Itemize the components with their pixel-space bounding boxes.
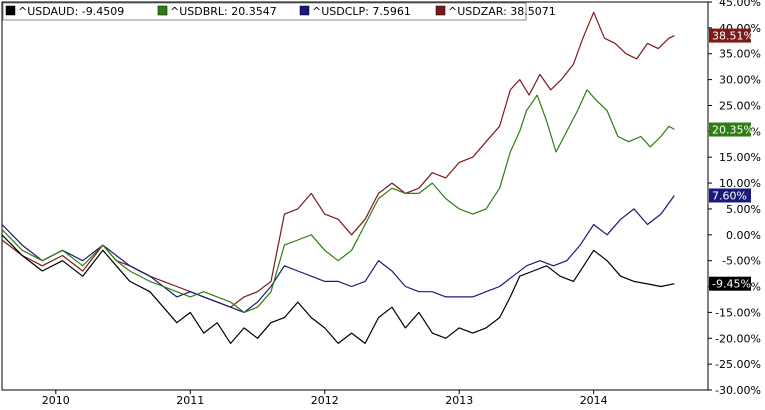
value-badge bbox=[709, 28, 751, 43]
value-badge bbox=[709, 188, 751, 203]
x-tick-label: 2010 bbox=[42, 394, 70, 407]
y-tick-label: -30.00% bbox=[715, 384, 761, 397]
legend-swatch bbox=[299, 5, 310, 16]
legend-swatch bbox=[157, 5, 168, 16]
series-line-usdclp bbox=[1, 195, 675, 313]
y-tick-label: -25.00% bbox=[715, 358, 761, 371]
y-tick-label: 0.00% bbox=[726, 229, 761, 242]
series-line-usdaud bbox=[1, 234, 675, 344]
x-tick-label: 2012 bbox=[311, 394, 339, 407]
y-tick-label: 15.00% bbox=[719, 151, 761, 164]
y-axis: 45.00%40.00%35.00%30.00%25.00%20.00%15.0… bbox=[708, 0, 761, 397]
x-tick-label: 2011 bbox=[176, 394, 204, 407]
series-line-usdzar bbox=[1, 11, 675, 308]
y-tick-label: 45.00% bbox=[719, 0, 761, 9]
y-tick-label: 5.00% bbox=[726, 203, 761, 216]
value-badge-label: 38.51% bbox=[712, 30, 754, 43]
plot-frame bbox=[1, 1, 709, 391]
y-tick-label: -15.00% bbox=[715, 306, 761, 319]
legend-box bbox=[2, 2, 527, 21]
value-badge-label: -9.45% bbox=[712, 278, 751, 291]
y-tick-label: 25.00% bbox=[719, 99, 761, 112]
legend-swatch bbox=[5, 5, 16, 16]
x-tick-label: 2014 bbox=[580, 394, 608, 407]
x-axis: 2010 2011 2012 2013 2014 bbox=[42, 390, 608, 407]
y-tick-label: 10.00% bbox=[719, 177, 761, 190]
legend: ^USDAUD: -9.4509 ^USDBRL: 20.3547 ^USDCLP:… bbox=[2, 2, 556, 21]
series-layer bbox=[1, 11, 675, 344]
legend-swatch bbox=[435, 5, 446, 16]
value-badge-label: 20.35% bbox=[712, 124, 754, 137]
plot-area bbox=[1, 1, 709, 391]
value-badge-label: 7.60% bbox=[712, 189, 747, 202]
y-tick-label: 30.00% bbox=[719, 74, 761, 87]
legend-entry: ^USDAUD: -9.4509 bbox=[18, 5, 124, 18]
value-badge bbox=[709, 276, 751, 291]
y-tick-label: -20.00% bbox=[715, 332, 761, 345]
y-tick-label: -5.00% bbox=[722, 255, 761, 268]
value-badge bbox=[709, 122, 751, 137]
series-line-usdbrl bbox=[1, 89, 675, 313]
legend-entry: ^USDCLP: 7.5961 bbox=[312, 5, 411, 18]
y-tick-label: 35.00% bbox=[719, 48, 761, 61]
legend-entry: ^USDBRL: 20.3547 bbox=[170, 5, 277, 18]
x-tick-label: 2013 bbox=[445, 394, 473, 407]
legend-entry: ^USDZAR: 38.5071 bbox=[448, 5, 556, 18]
value-badges: -9.45% 20.35% 7.60% 38.51% bbox=[709, 28, 754, 291]
